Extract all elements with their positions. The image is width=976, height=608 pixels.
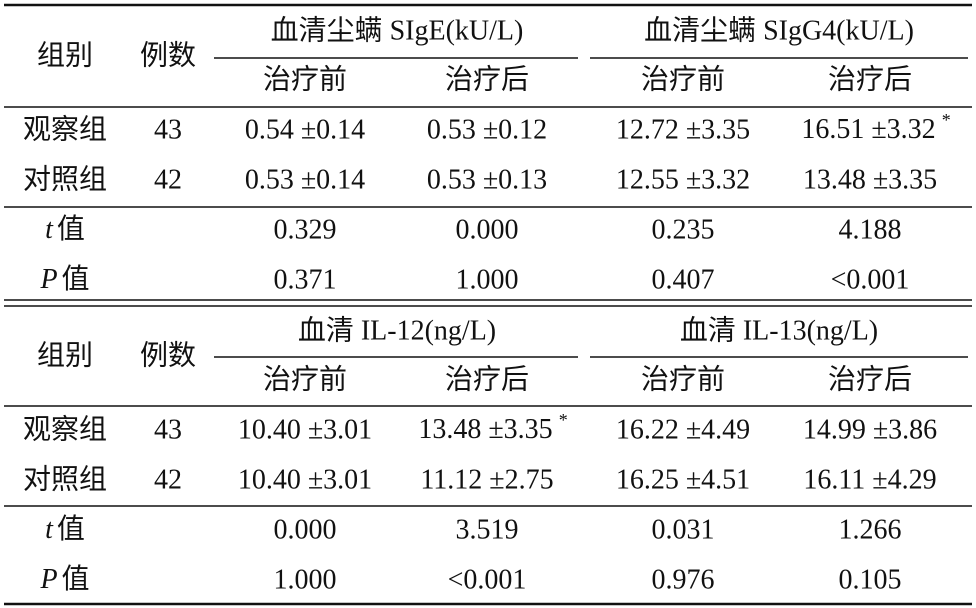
count-cell: 42	[154, 464, 182, 495]
value-cell: 0.371	[274, 264, 337, 295]
label-text: 值	[62, 563, 90, 595]
value-cell: 0.54 ±0.14	[245, 114, 365, 145]
value-cell: 16.51 ±3.32 *	[801, 110, 950, 145]
value-cell: 12.72 ±3.35	[616, 114, 750, 145]
variable: P	[39, 264, 57, 295]
value-cell: 14.99 ±3.86	[803, 414, 937, 445]
value-text: 16.51 ±3.32	[801, 114, 935, 145]
value-cell: 1.266	[839, 514, 902, 545]
value-cell: 12.55 ±3.32	[616, 164, 750, 195]
label-text: 值	[57, 513, 85, 545]
variable: P	[39, 564, 57, 595]
sub-header: 治疗前	[641, 363, 725, 395]
value-cell: 0.53 ±0.13	[427, 164, 547, 195]
sub-header: 治疗后	[828, 363, 912, 395]
value-cell: 0.53 ±0.14	[245, 164, 365, 195]
group-title: 血清尘螨 SIgE(kU/L)	[271, 14, 524, 46]
row-label: 观察组	[23, 113, 107, 145]
value-cell: 11.12 ±2.75	[420, 464, 553, 495]
value-cell: <0.001	[831, 264, 910, 295]
count-cell: 43	[154, 114, 182, 145]
value-cell: 10.40 ±3.01	[238, 464, 372, 495]
value-cell: 16.25 ±4.51	[616, 464, 750, 495]
value-cell: 0.329	[274, 214, 337, 245]
value-cell: 0.53 ±0.12	[427, 114, 547, 145]
value-cell: 0.105	[839, 564, 902, 595]
value-cell: 16.11 ±4.29	[803, 464, 936, 495]
sub-header: 治疗前	[263, 363, 347, 395]
header-cell: 例数	[140, 39, 196, 71]
group-title: 血清 IL-12(ng/L)	[298, 314, 496, 346]
group-title: 血清 IL-13(ng/L)	[680, 314, 878, 346]
sub-header: 治疗后	[828, 63, 912, 95]
variable: t	[45, 514, 54, 545]
value-cell: 4.188	[839, 214, 902, 245]
value-cell: <0.001	[448, 564, 527, 595]
count-cell: 43	[154, 414, 182, 445]
label-text: 值	[57, 213, 85, 245]
row-label: 观察组	[23, 413, 107, 445]
sub-header: 治疗前	[263, 63, 347, 95]
group-title: 血清尘螨 SIgG4(kU/L)	[644, 14, 914, 46]
value-text: 13.48 ±3.35	[418, 414, 552, 445]
row-label: 对照组	[23, 163, 107, 195]
label-text: 值	[62, 263, 90, 295]
variable: t	[45, 214, 54, 245]
value-cell: 10.40 ±3.01	[238, 414, 372, 445]
value-cell: 0.976	[652, 564, 715, 595]
value-cell: 0.407	[652, 264, 715, 295]
significance-mark: *	[559, 410, 568, 430]
value-cell: 0.000	[456, 214, 519, 245]
sub-header: 治疗后	[445, 63, 529, 95]
significance-mark: *	[942, 110, 951, 130]
header-cell: 组别	[37, 339, 93, 371]
value-cell: 1.000	[274, 564, 337, 595]
header-cell: 组别	[37, 39, 93, 71]
count-cell: 42	[154, 164, 182, 195]
header-cell: 例数	[140, 339, 196, 371]
value-cell: 13.48 ±3.35	[803, 164, 937, 195]
value-cell: 0.000	[274, 514, 337, 545]
value-cell: 1.000	[456, 264, 519, 295]
value-cell: 3.519	[456, 514, 519, 545]
value-cell: 16.22 ±4.49	[616, 414, 750, 445]
value-cell: 0.235	[652, 214, 715, 245]
value-cell: 13.48 ±3.35 *	[418, 410, 567, 445]
row-label: 对照组	[23, 463, 107, 495]
value-cell: 0.031	[652, 514, 715, 545]
sub-header: 治疗后	[445, 363, 529, 395]
sub-header: 治疗前	[641, 63, 725, 95]
